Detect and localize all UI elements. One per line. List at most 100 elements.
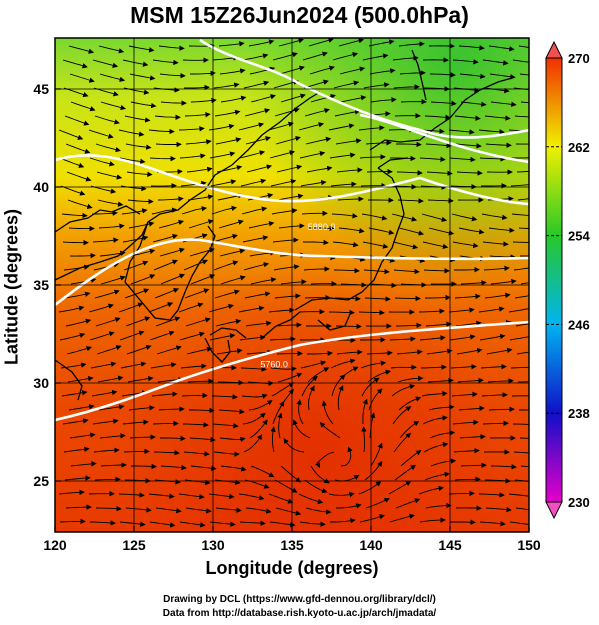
streamline (308, 38, 334, 47)
streamline (340, 95, 367, 103)
streamline (184, 479, 211, 486)
streamline (333, 80, 360, 89)
streamline (269, 521, 296, 528)
streamline (89, 520, 116, 526)
streamline (362, 53, 389, 61)
streamline (62, 239, 89, 246)
streamline (296, 399, 304, 425)
streamline (271, 382, 294, 397)
streamline (519, 73, 529, 76)
streamline (59, 518, 86, 525)
colorbar-max-arrow (545, 40, 563, 59)
streamline (218, 219, 244, 229)
streamline (64, 291, 91, 299)
streamline (278, 223, 305, 229)
streamline (272, 237, 299, 243)
streamline (189, 436, 216, 443)
streamline (97, 199, 124, 207)
map-title: MSM 15Z26Jun2024 (500.0hPa) (130, 2, 469, 28)
streamline (390, 364, 417, 370)
streamline (64, 475, 91, 481)
streamline (118, 302, 144, 313)
streamline (158, 219, 184, 229)
streamline (68, 404, 95, 411)
streamline (92, 418, 119, 425)
streamline (214, 289, 240, 299)
colorbar-tick-label: 230 (568, 495, 590, 510)
streamline (122, 419, 149, 425)
streamline (303, 266, 330, 272)
streamline (214, 479, 241, 486)
streamline (127, 375, 154, 383)
streamline (455, 143, 482, 149)
streamline (307, 350, 333, 357)
streamline (280, 465, 302, 483)
streamline (510, 184, 529, 187)
streamline (58, 489, 85, 496)
streamline (268, 121, 294, 131)
streamline (99, 73, 126, 82)
streamline (448, 490, 475, 497)
streamline (184, 84, 210, 91)
streamline (362, 398, 368, 425)
streamline (369, 68, 396, 75)
streamline (394, 295, 421, 302)
streamline (395, 498, 421, 509)
streamline (187, 378, 214, 384)
streamline (244, 291, 271, 299)
streamline (300, 360, 327, 369)
y-axis: 25 30 35 40 45 (33, 81, 61, 489)
streamline (482, 420, 509, 426)
coastlines (55, 49, 513, 401)
streamline (360, 360, 387, 369)
streamline (157, 196, 184, 202)
streamline (460, 280, 487, 286)
streamline (486, 347, 513, 355)
streamline (334, 109, 361, 117)
streamline (340, 446, 353, 467)
streamline (520, 101, 529, 104)
streamline (308, 225, 335, 232)
streamline (211, 205, 237, 215)
streamline (247, 192, 274, 201)
streamline (339, 66, 366, 75)
y-tick-label: 25 (33, 473, 49, 489)
streamline (119, 157, 146, 165)
streamline (304, 108, 330, 117)
streamline (179, 153, 206, 159)
streamline (148, 493, 175, 499)
streamline (336, 167, 363, 173)
streamline (513, 267, 529, 271)
streamline (398, 396, 422, 411)
streamline (245, 507, 272, 514)
streamline (184, 111, 211, 118)
streamline (490, 278, 517, 285)
streamline (238, 122, 265, 131)
streamline (482, 241, 509, 247)
streamline (483, 265, 510, 272)
streamline (89, 331, 115, 341)
streamline (334, 296, 361, 302)
streamline (490, 464, 517, 470)
streamline (160, 273, 185, 285)
streamline (335, 138, 362, 145)
streamline (150, 362, 177, 369)
x-tick-label: 145 (438, 537, 462, 553)
streamline (361, 213, 388, 221)
colorbar-tick-label: 238 (568, 406, 590, 421)
x-tick-label: 150 (517, 537, 541, 553)
x-axis: 120 125 130 135 140 145 150 (43, 526, 541, 553)
streamline (308, 385, 315, 411)
streamline (330, 358, 356, 369)
streamline (482, 59, 509, 66)
streamline (158, 406, 185, 412)
streamline (250, 277, 277, 285)
streamline (489, 254, 516, 260)
streamline (425, 321, 452, 327)
streamline (62, 418, 89, 425)
streamline (520, 282, 529, 285)
streamline (88, 303, 114, 313)
streamline (427, 377, 454, 384)
streamline (245, 320, 272, 327)
streamline (460, 462, 487, 468)
